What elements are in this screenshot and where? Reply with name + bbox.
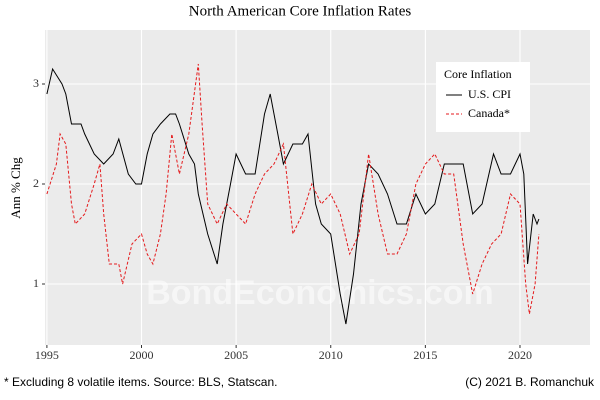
axes: 1995 2000 2005 2010 2015 2020 1 2 3 <box>33 76 532 362</box>
lines <box>46 63 540 325</box>
x-tick-label: 2000 <box>130 348 154 362</box>
footnote: * Excluding 8 volatile items. Source: BL… <box>4 375 277 389</box>
series-line <box>46 63 540 315</box>
y-tick-label: 1 <box>33 276 39 290</box>
legend-box <box>436 62 530 132</box>
x-tick-label: 2005 <box>224 348 248 362</box>
legend-label: U.S. CPI <box>468 87 511 101</box>
legend-label: Canada* <box>468 106 510 120</box>
legend: Core Inflation U.S. CPI Canada* <box>436 62 530 132</box>
y-axis-label: Ann % Chg <box>8 157 23 219</box>
watermark: BondEconomics.com <box>146 274 494 312</box>
x-tick-label: 1995 <box>35 348 59 362</box>
x-tick-label: 2010 <box>319 348 343 362</box>
legend-title: Core Inflation <box>444 67 512 81</box>
x-tick-label: 2020 <box>508 348 532 362</box>
y-tick-label: 3 <box>33 76 39 90</box>
chart-title: North American Core Inflation Rates <box>189 3 412 19</box>
x-tick-label: 2015 <box>413 348 437 362</box>
y-tick-label: 2 <box>33 176 39 190</box>
credit: (C) 2021 B. Romanchuk <box>465 375 595 389</box>
